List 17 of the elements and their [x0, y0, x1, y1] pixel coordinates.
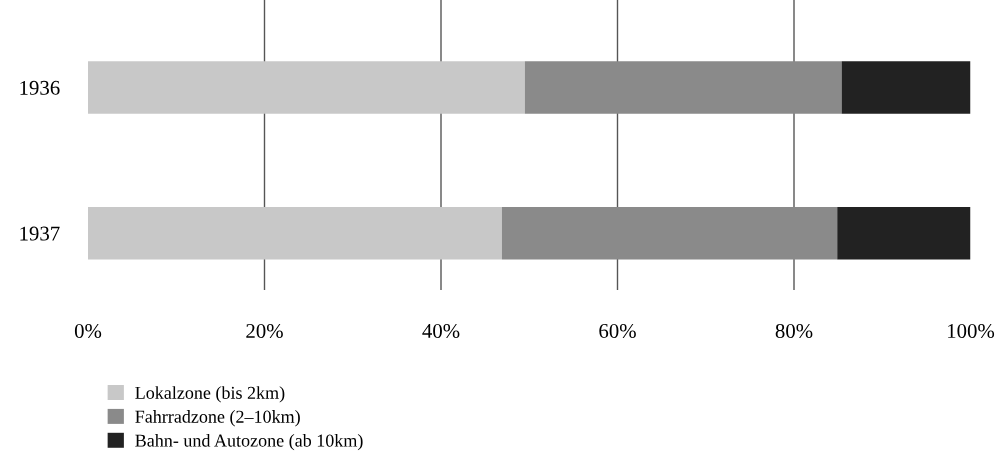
- legend-label: Lokalzone (bis 2km): [135, 386, 285, 403]
- x-tick-label: 80%: [775, 323, 813, 339]
- bar: [501, 206, 838, 260]
- x-tick-label: 60%: [599, 323, 636, 339]
- legend-label: Bahn- und Autozone (ab 10km): [135, 433, 363, 451]
- x-tick-label: 40%: [422, 323, 460, 339]
- bar: [88, 206, 502, 260]
- legend-label: Fahrradzone (2–10km): [135, 410, 300, 427]
- x-tick-label: 20%: [246, 323, 283, 339]
- x-tick-label: 100%: [948, 323, 995, 339]
- y-tick-label: 1937: [20, 226, 60, 241]
- x-tick-label: 0%: [74, 323, 102, 339]
- bar: [837, 206, 971, 260]
- y-tick-label: 1936: [20, 80, 60, 95]
- bar: [841, 61, 971, 114]
- bar: [524, 61, 842, 114]
- bar: [88, 61, 525, 114]
